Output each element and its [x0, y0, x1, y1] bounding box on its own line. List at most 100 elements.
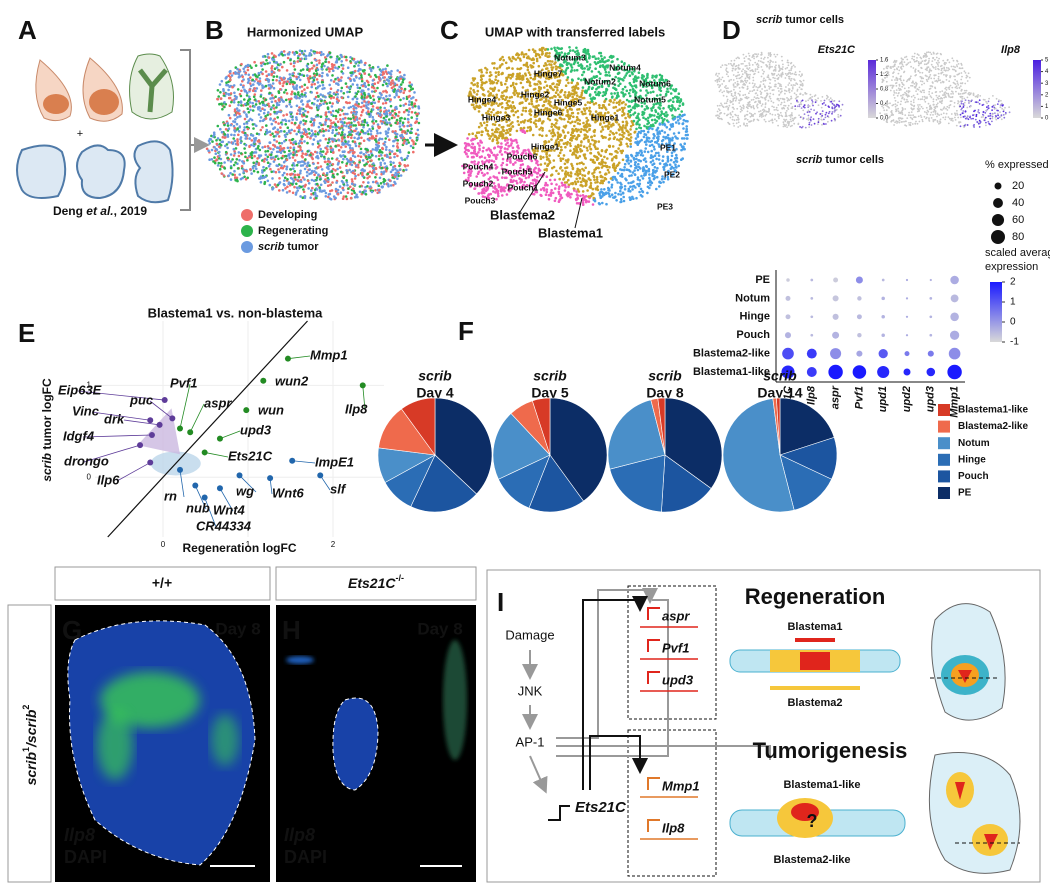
legend-label: Regenerating — [258, 225, 328, 237]
umap-cell — [621, 114, 624, 117]
umap-cell — [314, 150, 317, 154]
umap-cell — [564, 134, 567, 138]
umap-cell — [612, 123, 615, 127]
umap-cell — [506, 86, 509, 89]
umap-cell — [494, 163, 497, 167]
umap-cell — [222, 94, 226, 97]
umap-cell — [297, 142, 301, 145]
umap-cell — [474, 152, 477, 156]
umap-cell — [293, 176, 297, 179]
umap-cell — [261, 126, 264, 129]
umap-cell — [306, 110, 310, 114]
umap-cell — [367, 132, 370, 136]
umap-cell — [500, 186, 503, 190]
umap-cell — [300, 90, 304, 93]
umap-cell — [301, 152, 305, 155]
umap-cell — [236, 128, 239, 131]
umap-cell — [410, 116, 414, 119]
citation-part: et al. — [86, 204, 113, 218]
umap-cell — [270, 170, 274, 174]
umap-cell — [353, 106, 356, 109]
umap-cell — [329, 146, 333, 150]
umap-cell — [370, 159, 373, 162]
umap-cell — [396, 89, 400, 93]
umap-cell — [553, 199, 557, 203]
umap-cell — [233, 113, 236, 117]
umap-cell — [353, 155, 357, 159]
umap-cell — [254, 167, 258, 171]
umap-cell — [626, 145, 629, 148]
umap-cell — [386, 64, 389, 67]
umap-cell — [341, 131, 344, 134]
umap-cell — [250, 156, 254, 160]
umap-cell — [308, 168, 312, 171]
umap-cell — [301, 155, 304, 159]
umap-cell — [280, 147, 284, 150]
umap-cell — [609, 177, 613, 180]
umap-cell — [635, 127, 638, 131]
umap-cell — [372, 98, 376, 101]
umap-cell — [525, 64, 528, 67]
umap-cell — [621, 158, 625, 162]
umap-cell — [227, 88, 230, 92]
umap-cell — [366, 172, 370, 176]
umap-cell — [501, 176, 504, 179]
umap-cell — [617, 123, 621, 126]
umap-cell — [336, 172, 339, 176]
umap-cell — [672, 132, 676, 135]
umap-cell — [415, 120, 419, 123]
umap-cell — [216, 89, 220, 92]
umap-cell — [486, 188, 489, 191]
umap-cell — [264, 84, 268, 88]
umap-cell — [394, 135, 398, 139]
umap-cell — [349, 56, 352, 59]
umap-cell — [551, 191, 555, 195]
umap-cell — [379, 73, 382, 76]
umap-cell — [357, 90, 360, 93]
umap-cell — [545, 158, 549, 161]
umap-cell — [280, 164, 283, 167]
umap-cell — [286, 126, 290, 129]
umap-cell — [255, 78, 258, 81]
umap-cell — [470, 151, 473, 155]
umap-cell — [669, 92, 673, 95]
umap-cell — [378, 97, 381, 101]
umap-cell — [589, 158, 593, 161]
umap-cell — [613, 98, 616, 102]
umap-cell — [295, 116, 298, 119]
umap-cell — [312, 78, 316, 82]
umap-cell — [410, 127, 413, 131]
umap-cell — [612, 101, 615, 104]
umap-cell — [543, 162, 547, 165]
umap-cell — [616, 57, 619, 61]
umap-cell — [288, 111, 292, 114]
umap-cell — [281, 154, 285, 158]
umap-cell — [631, 181, 634, 184]
umap-cell — [239, 141, 243, 144]
umap-cell — [295, 118, 299, 121]
umap-cell — [538, 55, 542, 59]
umap-cell — [292, 151, 295, 154]
umap-cell — [674, 157, 677, 160]
umap-cell — [588, 57, 591, 60]
umap-cell — [252, 127, 255, 130]
umap-cell — [619, 143, 623, 146]
umap-cell — [268, 91, 272, 95]
umap-cell — [414, 132, 418, 136]
umap-cell — [585, 65, 589, 68]
umap-cell — [376, 131, 379, 135]
umap-cell — [313, 52, 316, 55]
umap-cell — [332, 121, 335, 124]
umap-cell — [564, 141, 568, 145]
umap-cell — [340, 86, 344, 90]
umap-cell — [557, 79, 560, 83]
umap-cell — [381, 68, 385, 71]
umap-cell — [312, 138, 316, 141]
umap-cell — [389, 163, 393, 166]
umap-cell — [303, 88, 306, 91]
legend-label-part: scrib — [258, 241, 285, 253]
umap-cell — [298, 96, 301, 100]
umap-cell — [267, 102, 270, 106]
umap-cell — [350, 136, 353, 140]
umap-cell — [253, 80, 256, 83]
